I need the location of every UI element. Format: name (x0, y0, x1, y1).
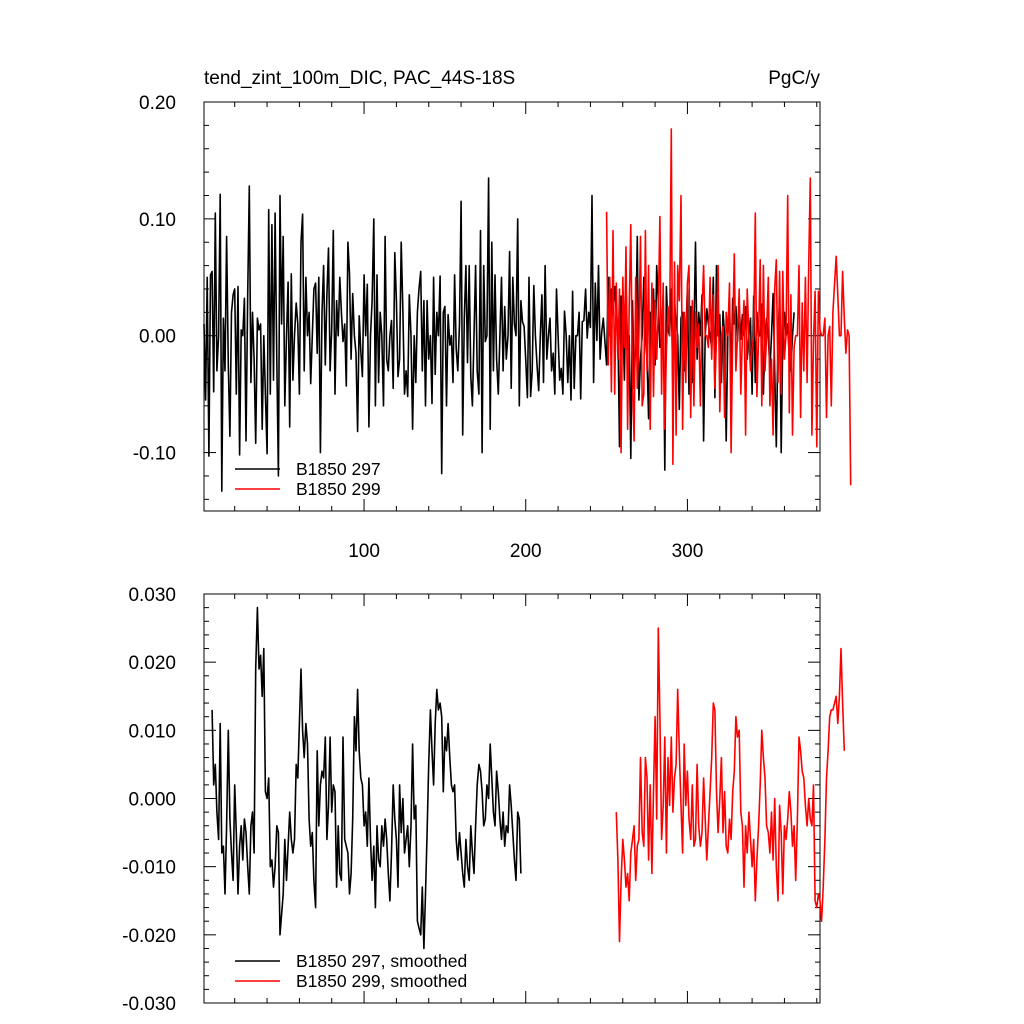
y-tick-label: -0.030 (122, 994, 176, 1015)
legend-label: B1850 299 (296, 479, 381, 499)
y-tick-label: 0.10 (139, 210, 176, 231)
y-tick-label: 0.000 (128, 790, 176, 811)
series-line (211, 606, 522, 950)
series-line (605, 128, 852, 486)
smoothed-series-panel: -0.030 -0.020 -0.010 0.000 0.010 0.020 0.030 B1… (122, 585, 846, 1015)
series-line (615, 627, 846, 943)
y-tick-label: 0.020 (128, 653, 176, 674)
x-tick-label: 100 (348, 541, 380, 562)
x-tick-label: 300 (672, 541, 704, 562)
plot-frame (203, 101, 821, 512)
series-line (203, 177, 795, 492)
y-tick-label: 0.010 (128, 721, 176, 742)
legend-label: B1850 299, smoothed (296, 971, 467, 991)
y-tick-label: 0.030 (128, 585, 176, 606)
legend-label: B1850 297 (296, 459, 381, 479)
legend-label: B1850 297, smoothed (296, 951, 467, 971)
y-tick-label: -0.10 (133, 444, 176, 465)
y-tick-label: -0.010 (122, 858, 176, 879)
plot-frame (203, 593, 821, 1004)
y-tick-label: 0.00 (139, 327, 176, 348)
x-tick-label: 200 (510, 541, 542, 562)
units-label: PgC/y (768, 68, 820, 89)
y-tick-label: -0.020 (122, 926, 176, 947)
y-tick-label: 0.20 (139, 93, 176, 114)
raw-series-panel: 100 200 300 -0.10 0.00 0.10 0.20 B1850 297B1850… (133, 93, 852, 562)
chart-title: tend_zint_100m_DIC, PAC_44S-18S (204, 68, 515, 89)
